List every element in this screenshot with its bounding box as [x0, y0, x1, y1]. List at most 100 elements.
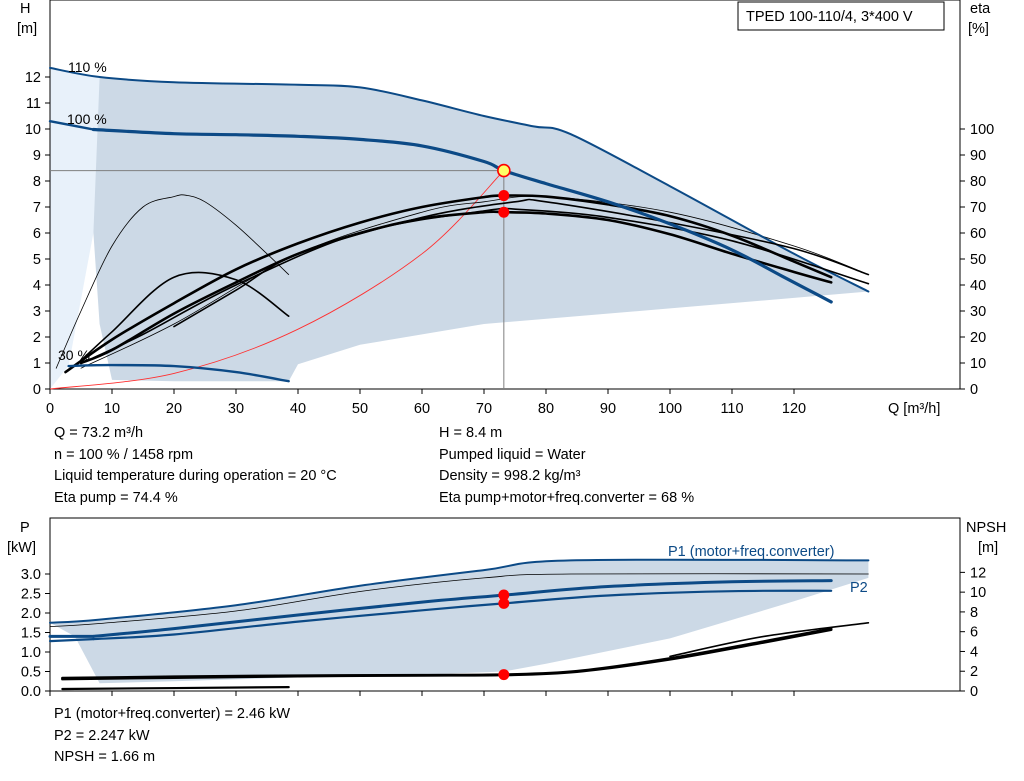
y-left-tick-label: 8 — [33, 174, 41, 190]
marker-npsh — [498, 669, 510, 681]
y-axis-label-eta-unit: [%] — [968, 21, 989, 37]
y-left-tick-label: 0 — [33, 382, 41, 398]
eta-curve-2 — [92, 207, 870, 359]
y-axis-label-npsh: NPSH — [966, 520, 1006, 536]
p-tick-label: 2.5 — [21, 587, 41, 603]
y-right-tick-label: 10 — [970, 356, 986, 372]
y-right-tick-label: 30 — [970, 304, 986, 320]
chart-title-box — [737, 1, 945, 31]
marker-operating-point — [497, 163, 511, 178]
bottom-envelope — [50, 559, 869, 684]
npsh-curve-2 — [669, 622, 870, 658]
operating-info-left: Q = 73.2 m³/h n = 100 % / 1458 rpm Liqui… — [54, 423, 337, 509]
info-density: Density = 998.2 kg/m³ — [439, 468, 581, 484]
y-right-tick-label: 50 — [970, 252, 986, 268]
top-series-group — [48, 66, 870, 390]
info-eta-total: Eta pump+motor+freq.converter = 68 % — [439, 489, 695, 506]
marker-p2 — [498, 597, 510, 609]
y-right-tick-label: 100 — [970, 122, 994, 138]
npsh-tick-label: 6 — [970, 625, 978, 641]
power-info: P1 (motor+freq.converter) = 2.46 kW P2 =… — [54, 704, 290, 769]
series-label-p1: P1 (motor+freq.converter) — [668, 544, 834, 560]
power-low-curve-0 — [61, 686, 290, 691]
x-tick-label: 60 — [414, 401, 430, 417]
p1-curve-0 — [91, 579, 833, 638]
marker-eta-total — [498, 206, 510, 218]
y-left-tick-label: 12 — [25, 70, 41, 86]
eta-thin-curve-1 — [80, 195, 869, 369]
y-left-tick-label: 4 — [33, 278, 41, 294]
npsh-tick-label: 12 — [970, 565, 986, 581]
x-tick-label: 0 — [46, 401, 54, 417]
y-right-tick-label: 70 — [970, 200, 986, 216]
info-p2: P2 = 2.247 kW — [54, 727, 150, 744]
x-axis-label-q: Q [m³/h] — [888, 401, 940, 417]
x-tick-label: 30 — [228, 401, 244, 417]
y-right-tick-label: 20 — [970, 330, 986, 346]
y-left-tick-label: 3 — [33, 304, 41, 320]
p-tick-label: 0.5 — [21, 665, 41, 681]
p-tick-label: 1.0 — [21, 645, 41, 661]
y-right-tick-label: 80 — [970, 174, 986, 190]
bottom-chart-frame — [49, 517, 961, 692]
power-max-curve-1 — [49, 573, 869, 627]
top-chart: 0 10 20 30 40 50 60 70 80 90 100 110 120012345678910… — [17, 0, 994, 417]
x-tick-label: 40 — [290, 401, 306, 417]
head-envelope-light-area — [50, 67, 100, 390]
p-tick-label: 2.0 — [21, 606, 41, 622]
npsh-tick-label: 4 — [970, 644, 978, 660]
y-right-tick-label: 60 — [970, 226, 986, 242]
head-curve-1 — [67, 363, 290, 383]
npsh-curve-1 — [61, 628, 833, 681]
info-head: H = 8.4 m — [439, 425, 503, 441]
eta-curve-4 — [173, 198, 870, 328]
info-p1: P1 (motor+freq.converter) = 2.46 kW — [54, 706, 291, 722]
marker-eta-pump — [498, 190, 510, 202]
p-tick-label: 1.5 — [21, 626, 41, 642]
y-axis-label-p: P — [20, 520, 30, 536]
top-axes: 0 10 20 30 40 50 60 70 80 90 100 110 120012345678910… — [25, 70, 994, 417]
x-tick-label: 110 — [720, 401, 743, 417]
head-envelope-area — [50, 67, 869, 382]
y-left-tick-label: 9 — [33, 148, 41, 164]
x-tick-label: 80 — [538, 401, 554, 417]
y-left-tick-label: 5 — [33, 252, 41, 268]
y-axis-label-eta: eta — [970, 1, 991, 17]
y-left-tick-label: 2 — [33, 330, 41, 346]
curve-label-30: 30 % — [58, 347, 90, 363]
marker-p1 — [498, 589, 510, 601]
curve-label-100: 100 % — [67, 111, 107, 127]
head-max-curve-0 — [49, 66, 870, 293]
power-envelope-area — [50, 559, 869, 684]
eta-curve-0 — [64, 194, 833, 374]
x-tick-label: 100 — [658, 401, 682, 417]
y-axis-label-p-unit: [kW] — [7, 540, 36, 556]
y-axis-label-h: H — [20, 1, 30, 17]
bottom-series-group — [48, 558, 870, 691]
bottom-axes: 0.0 0.5 1.0 1.5 2.0 2.5 3.0 0 2 4 6 8 10 12 — [21, 565, 986, 700]
x-tick-label: 50 — [352, 401, 368, 417]
info-liquid-temperature: Liquid temperature during operation = 20… — [54, 468, 337, 484]
y-axis-label-h-unit: [m] — [17, 21, 37, 37]
y-left-tick-label: 6 — [33, 226, 41, 242]
y-right-tick-label: 40 — [970, 278, 986, 294]
y-left-tick-label: 10 — [25, 122, 41, 138]
y-left-tick-label: 11 — [26, 96, 41, 112]
x-tick-label: 120 — [782, 401, 806, 417]
y-right-tick-label: 0 — [970, 382, 978, 398]
eta-curve-3 — [80, 271, 290, 362]
x-tick-label: 70 — [476, 401, 492, 417]
info-flow: Q = 73.2 m³/h — [54, 425, 144, 441]
info-pumped-liquid: Pumped liquid = Water — [439, 446, 586, 463]
info-speed: n = 100 % / 1458 rpm — [54, 446, 194, 463]
eta-curve-1 — [79, 210, 833, 365]
operating-info-right: H = 8.4 m Pumped liquid = Water Density … — [439, 423, 694, 509]
top-envelope — [50, 67, 869, 390]
system-curve — [49, 170, 505, 390]
p2-curve-1 — [48, 638, 95, 643]
x-tick-label: 20 — [166, 401, 182, 417]
info-eta-pump: Eta pump = 74.4 % — [54, 489, 178, 506]
bottom-chart: 0.0 0.5 1.0 1.5 2.0 2.5 3.0 0 2 4 6 8 10 12 P [kW] NP… — [7, 517, 1006, 700]
info-npsh: NPSH = 1.66 m — [54, 749, 156, 765]
top-chart-frame — [49, 0, 961, 390]
